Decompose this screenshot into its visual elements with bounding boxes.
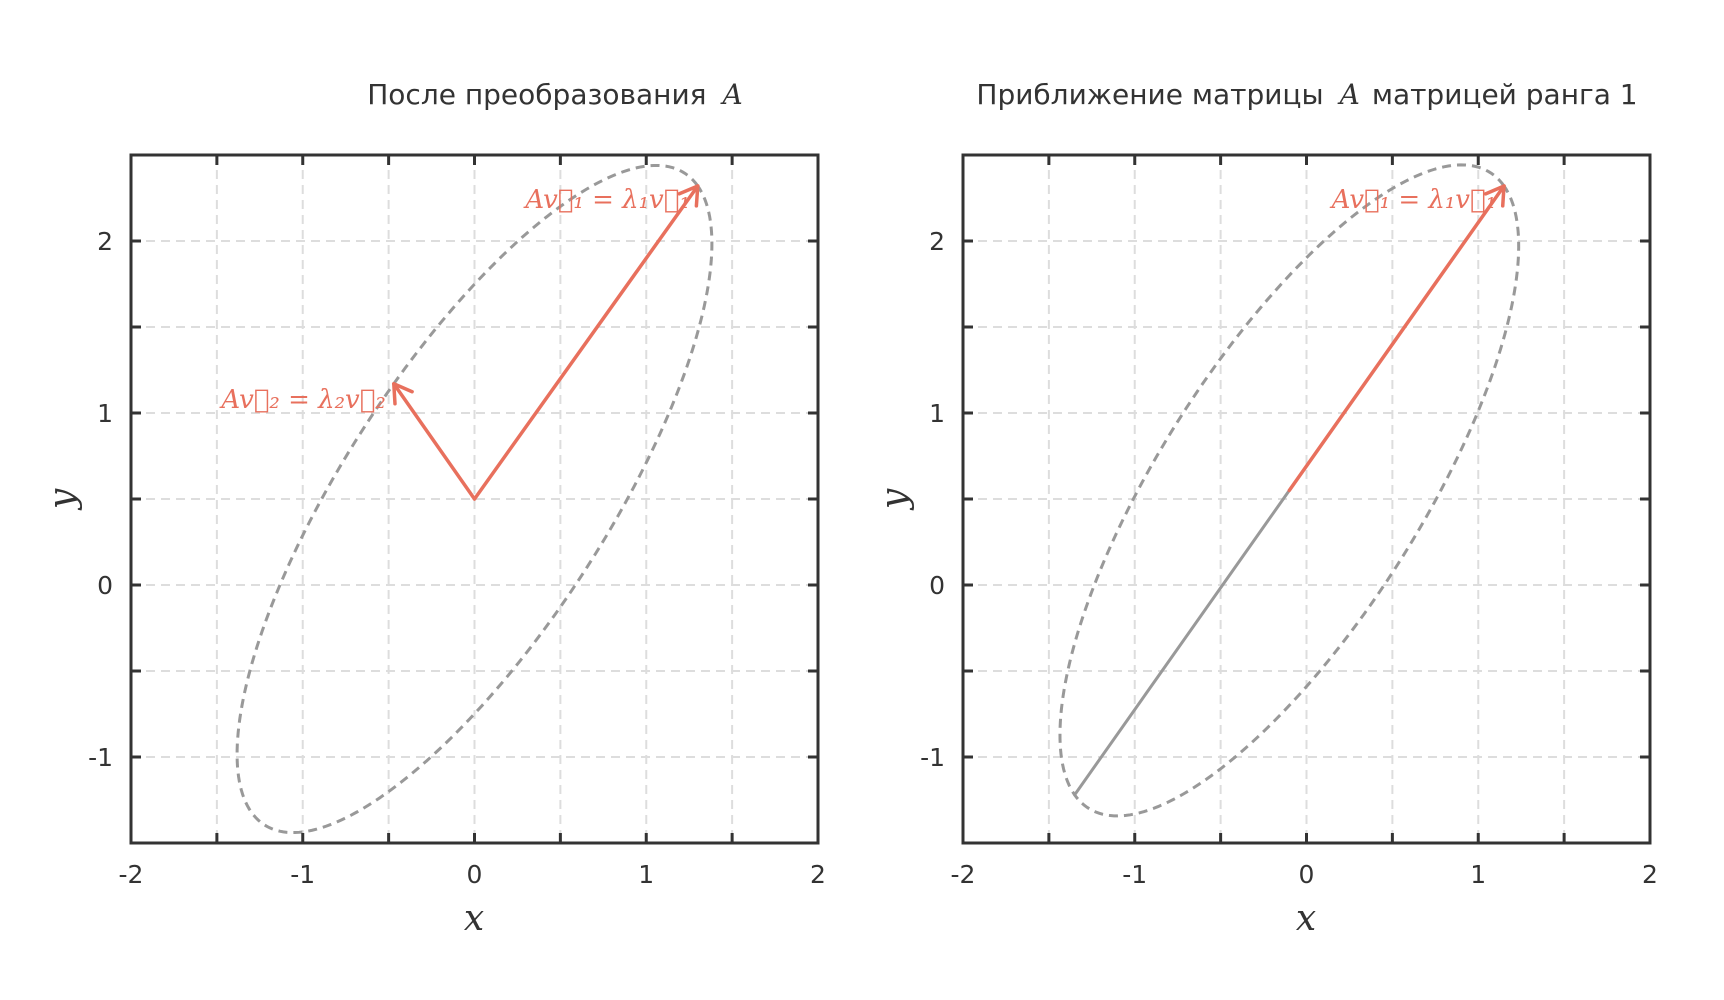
arrowhead-1: [1483, 184, 1506, 208]
y-tick-label: 0: [929, 571, 945, 600]
x-tick-label: -1: [290, 860, 315, 889]
grid: [131, 155, 818, 843]
x-tick-label: 2: [1642, 860, 1658, 889]
y-axis-label: y: [42, 488, 83, 511]
y-tick-label: 1: [929, 399, 945, 428]
x-tick-label: 1: [1470, 860, 1486, 889]
eigenvector-arrow-1: [1287, 184, 1506, 493]
y-axis-label: y: [874, 488, 915, 511]
y-tick-label: 1: [97, 399, 113, 428]
x-tick-label: -2: [951, 860, 976, 889]
chart-panel-rank-1-approximation: Av⃗₁ = λ₁v⃗₁ -2 -1 0 1 2 -1 0 1 2 Приближение ма…: [874, 78, 1658, 939]
y-tick-label: -1: [88, 743, 113, 772]
unit-circle-image-ellipse: [235, 163, 714, 835]
tick-layer: -2 -1 0 1 2 -1 0 1 2: [88, 155, 826, 889]
tick-layer: -2 -1 0 1 2 -1 0 1 2: [920, 155, 1658, 889]
chart-panel-after-transform: Av⃗₁ = λ₁v⃗₁ Av⃗₂ = λ₂v⃗₂ -2 -1 0 1 2 -1 0 1 2 По…: [42, 78, 826, 939]
y-tick-label: 2: [97, 227, 113, 256]
chart-title: После преобразования A: [367, 78, 743, 111]
y-tick-label: 2: [929, 227, 945, 256]
vector-layer: Av⃗₁ = λ₁v⃗₁ Av⃗₂ = λ₂v⃗₂: [219, 184, 700, 501]
x-tick-label: 0: [467, 860, 483, 889]
plot-frame: [961, 153, 1652, 845]
eigenvector-arrow-1: [472, 184, 700, 501]
ellipse-layer: [235, 163, 714, 835]
eigenvector-label-2: Av⃗₂ = λ₂v⃗₂: [219, 385, 385, 415]
arrowhead-2: [392, 382, 414, 406]
vector-layer: Av⃗₁ = λ₁v⃗₁: [1073, 184, 1506, 797]
arrowhead-1: [677, 184, 700, 208]
x-axis-label: x: [1296, 898, 1316, 939]
x-tick-label: -1: [1122, 860, 1147, 889]
x-tick-label: 1: [638, 860, 654, 889]
rank-1-segment: [1073, 488, 1291, 797]
eigenvector-label-1: Av⃗₁ = λ₁v⃗₁: [523, 185, 689, 215]
grid: [963, 155, 1650, 843]
x-tick-label: 2: [810, 860, 826, 889]
x-tick-label: -2: [119, 860, 144, 889]
eigenvector-label-1: Av⃗₁ = λ₁v⃗₁: [1330, 185, 1496, 215]
y-tick-label: -1: [920, 743, 945, 772]
y-tick-label: 0: [97, 571, 113, 600]
x-axis-label: x: [464, 898, 484, 939]
eigenvector-arrow-2: [392, 382, 477, 501]
x-tick-label: 0: [1299, 860, 1315, 889]
